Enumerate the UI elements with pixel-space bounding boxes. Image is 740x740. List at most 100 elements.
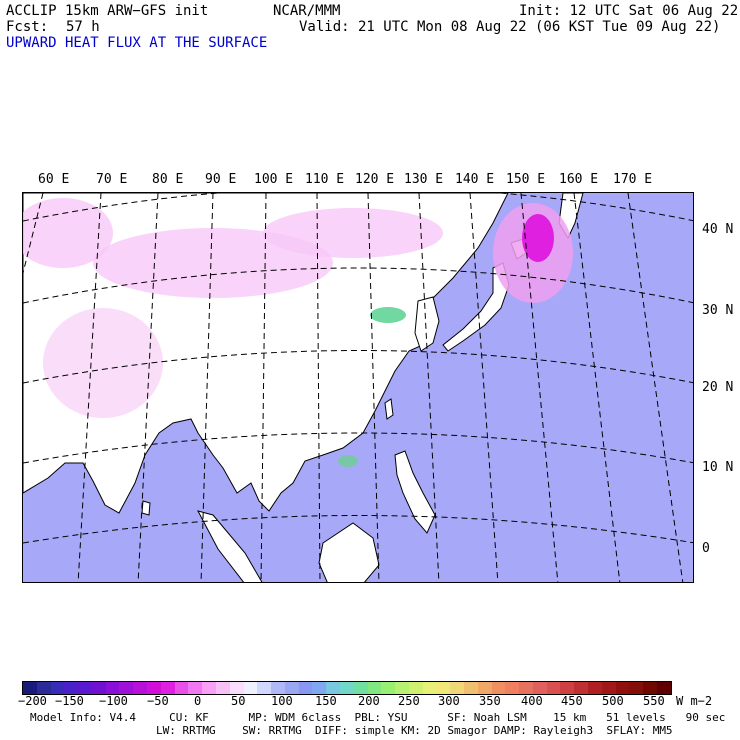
colorbar-cell: [491, 682, 506, 694]
colorbar-cell: [395, 682, 409, 694]
model-title: ACCLIP 15km ARW−GFS init: [6, 3, 209, 19]
colorbar-cell: [243, 682, 258, 694]
colorbar-cell: [450, 682, 464, 694]
lat-label-30n: 30 N: [702, 303, 734, 318]
colorbar-tick: −100: [99, 694, 128, 708]
colorbar-tick: 250: [398, 694, 420, 708]
map-panel: [22, 192, 694, 583]
colorbar-tick: 150: [315, 694, 337, 708]
flux-patch-india: [43, 308, 163, 418]
lat-label-equator: 0: [702, 541, 710, 556]
lon-label-150e: 150 E: [506, 172, 546, 187]
lon-label-140e: 140 E: [455, 172, 495, 187]
colorbar-cell: [353, 682, 368, 694]
colorbar-cell: [188, 682, 203, 694]
colorbar-tick: 200: [358, 694, 380, 708]
colorbar-cell: [257, 682, 272, 694]
lon-label-120e: 120 E: [355, 172, 395, 187]
init-time: Init: 12 UTC Sat 06 Aug 22: [519, 3, 739, 19]
colorbar-cell: [560, 682, 575, 694]
colorbar-tick: 0: [194, 694, 202, 708]
colorbar-cell: [229, 682, 244, 694]
colorbar-cell: [160, 682, 175, 694]
colorbar-cell: [422, 682, 437, 694]
flux-core-okhotsk: [522, 214, 554, 262]
colorbar-cell: [147, 682, 161, 694]
colorbar-tick: −200: [18, 694, 47, 708]
lon-label-80e: 80 E: [152, 172, 184, 187]
lon-label-110e: 110 E: [305, 172, 345, 187]
colorbar-cell: [23, 682, 37, 694]
colorbar-cell: [78, 682, 92, 694]
sumatra: [197, 510, 263, 582]
colorbar-cell: [519, 682, 533, 694]
lat-label-20n: 20 N: [702, 380, 734, 395]
korea: [414, 296, 440, 352]
flux-spot-scs: [338, 455, 358, 467]
philippines: [394, 450, 436, 534]
valid-time: Valid: 21 UTC Mon 08 Aug 22 (06 KST Tue …: [299, 19, 721, 35]
colorbar-tick: −150: [55, 694, 84, 708]
colorbar-cell: [50, 682, 65, 694]
colorbar-tick: 50: [231, 694, 246, 708]
graticule: [23, 193, 693, 582]
colorbar-cell: [339, 682, 354, 694]
lon-label-160e: 160 E: [559, 172, 599, 187]
colorbar-cell: [91, 682, 106, 694]
colorbar-cell: [546, 682, 561, 694]
colorbar-cell: [367, 682, 382, 694]
colorbar-cell: [532, 682, 547, 694]
colorbar-cell: [601, 682, 616, 694]
flux-patch-tibet: [93, 228, 333, 298]
colorbar-tick: 450: [561, 694, 583, 708]
center-label: NCAR/MMM: [273, 3, 341, 19]
sri-lanka: [141, 500, 151, 516]
colorbar-cell: [656, 682, 671, 694]
colorbar-cell: [464, 682, 478, 694]
colorbar-tick: 500: [602, 694, 624, 708]
colorbar-cell: [312, 682, 327, 694]
colorbar-cell: [643, 682, 657, 694]
lon-label-170e: 170 E: [613, 172, 653, 187]
colorbar-units: W m−2: [676, 694, 713, 708]
colorbar-tick: 550: [643, 694, 665, 708]
lon-label-60e: 60 E: [38, 172, 70, 187]
colorbar-cell: [215, 682, 230, 694]
taiwan: [384, 398, 394, 420]
colorbar-cell: [174, 682, 189, 694]
colorbar-cell: [381, 682, 396, 694]
colorbar-cell: [36, 682, 51, 694]
colorbar-tick: 100: [271, 694, 293, 708]
lon-label-70e: 70 E: [96, 172, 128, 187]
lon-label-130e: 130 E: [404, 172, 444, 187]
lat-label-10n: 10 N: [702, 460, 734, 475]
colorbar-tick: 300: [438, 694, 460, 708]
flux-patch-central-asia: [23, 198, 113, 268]
forecast-hour: 57 h: [66, 19, 100, 35]
colorbar-cell: [64, 682, 79, 694]
colorbar-cell: [284, 682, 299, 694]
colorbar-cell: [477, 682, 492, 694]
colorbar-cell: [298, 682, 313, 694]
colorbar-cell: [615, 682, 630, 694]
colorbar-cell: [202, 682, 216, 694]
colorbar-cell: [119, 682, 134, 694]
colorbar-tick: 400: [521, 694, 543, 708]
lon-label-100e: 100 E: [254, 172, 294, 187]
flux-spot-bohai: [370, 307, 406, 323]
colorbar-cell: [505, 682, 520, 694]
colorbar-cell: [436, 682, 451, 694]
colorbar-tick: 350: [479, 694, 501, 708]
field-title: UPWARD HEAT FLUX AT THE SURFACE: [6, 35, 268, 51]
lon-label-90e: 90 E: [205, 172, 237, 187]
colorbar-cell: [408, 682, 423, 694]
borneo: [318, 522, 380, 582]
colorbar: [22, 681, 672, 695]
colorbar-cell: [326, 682, 340, 694]
lat-label-40n: 40 N: [702, 222, 734, 237]
colorbar-tick: −50: [147, 694, 169, 708]
colorbar-cell: [629, 682, 644, 694]
forecast-label: Fcst:: [6, 19, 49, 35]
model-info-line1: Model Info: V4.4 CU: KF MP: WDM 6class P…: [30, 711, 726, 724]
colorbar-cell: [588, 682, 602, 694]
